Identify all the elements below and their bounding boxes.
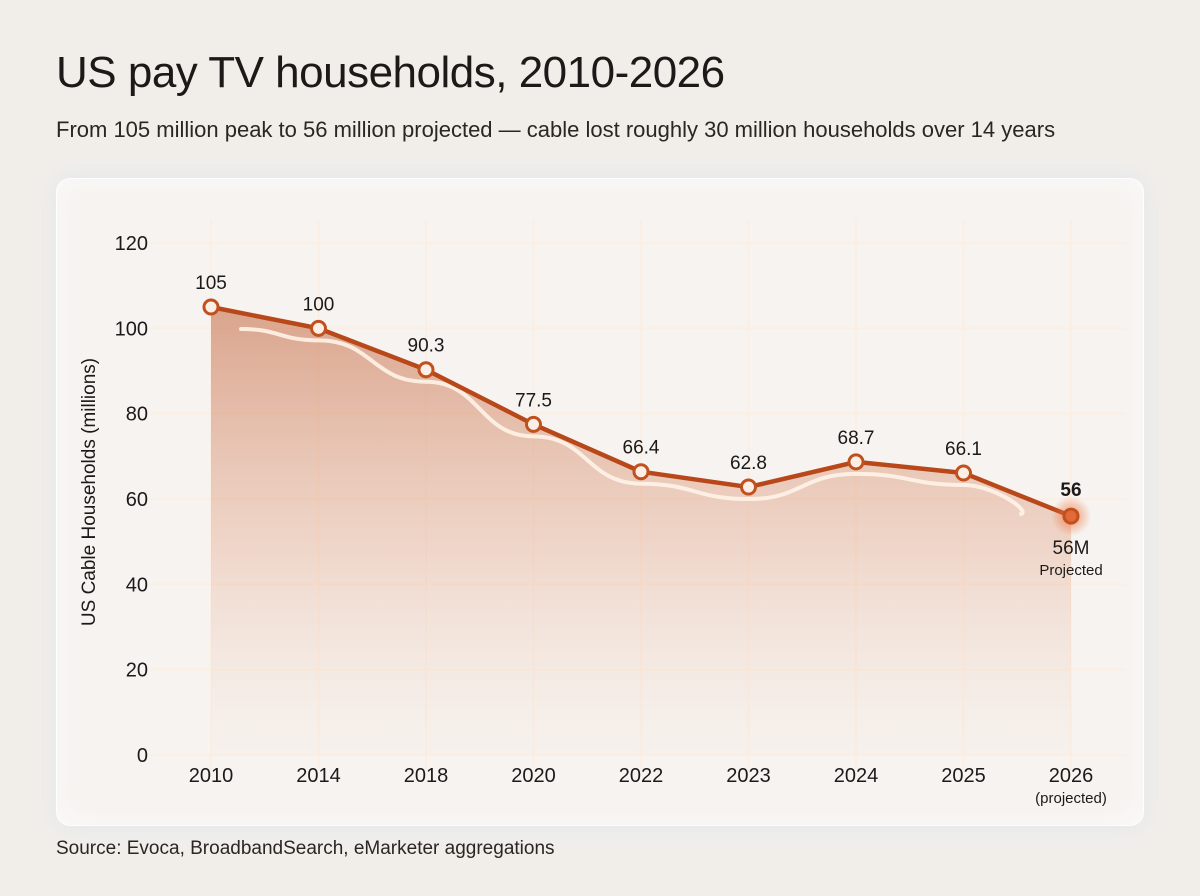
chart-title: US pay TV households, 2010-2026 bbox=[56, 48, 725, 97]
data-label: 90.3 bbox=[408, 336, 445, 357]
data-point bbox=[525, 415, 542, 433]
y-tick-label: 20 bbox=[126, 660, 148, 682]
data-point bbox=[740, 478, 757, 496]
y-tick-label: 40 bbox=[126, 574, 148, 596]
source-note: Source: Evoca, BroadbandSearch, eMarkete… bbox=[56, 838, 555, 859]
chart-subtitle: From 105 million peak to 56 million proj… bbox=[56, 117, 1056, 142]
y-axis: 0 20 40 60 80 100 120 bbox=[115, 233, 148, 767]
data-points bbox=[202, 298, 1091, 537]
glow-trail bbox=[239, 327, 1025, 517]
y-tick-label: 0 bbox=[137, 745, 148, 767]
x-tick-label: 2010 bbox=[189, 765, 234, 787]
data-point bbox=[955, 464, 972, 482]
x-tick-label: 2020 bbox=[511, 765, 556, 787]
highlight-label: 56M bbox=[1053, 538, 1090, 559]
data-point bbox=[632, 463, 650, 481]
data-point bbox=[847, 453, 865, 471]
data-point bbox=[1062, 507, 1080, 525]
x-tick-sublabel: (projected) bbox=[1035, 790, 1107, 807]
data-label: 105 bbox=[195, 273, 227, 294]
highlight-note: Projected bbox=[1039, 562, 1102, 579]
data-label: 66.1 bbox=[945, 439, 982, 460]
x-tick-label: 2023 bbox=[726, 765, 771, 787]
data-label: 66.4 bbox=[623, 438, 660, 459]
data-label: 68.7 bbox=[838, 428, 875, 449]
data-labels: 105 100 90.3 77.5 66.4 62.8 68.7 66.1 56 bbox=[195, 273, 1081, 501]
x-tick-label: 2018 bbox=[404, 765, 449, 787]
x-tick-label: 2014 bbox=[296, 765, 341, 787]
y-tick-label: 100 bbox=[115, 318, 148, 340]
y-axis-label: US Cable Households (millions) bbox=[79, 358, 100, 626]
x-tick-label: 2025 bbox=[941, 765, 986, 787]
y-tick-label: 80 bbox=[126, 404, 148, 426]
data-label: 56 bbox=[1060, 480, 1081, 501]
data-label: 77.5 bbox=[515, 390, 552, 411]
data-label: 62.8 bbox=[730, 453, 767, 474]
y-tick-label: 60 bbox=[126, 489, 148, 511]
y-tick-label: 120 bbox=[115, 233, 148, 255]
x-tick-label: 2022 bbox=[619, 765, 664, 787]
data-point bbox=[310, 319, 327, 337]
data-label: 100 bbox=[303, 294, 335, 315]
area-fill bbox=[211, 307, 1071, 755]
x-axis: 2010 2014 2018 2020 2022 2023 2024 2025 2026 (pro… bbox=[189, 765, 1107, 807]
data-point bbox=[417, 361, 435, 379]
x-tick-label: 2024 bbox=[834, 765, 879, 787]
data-point bbox=[202, 298, 220, 316]
x-tick-label: 2026 bbox=[1049, 765, 1094, 787]
